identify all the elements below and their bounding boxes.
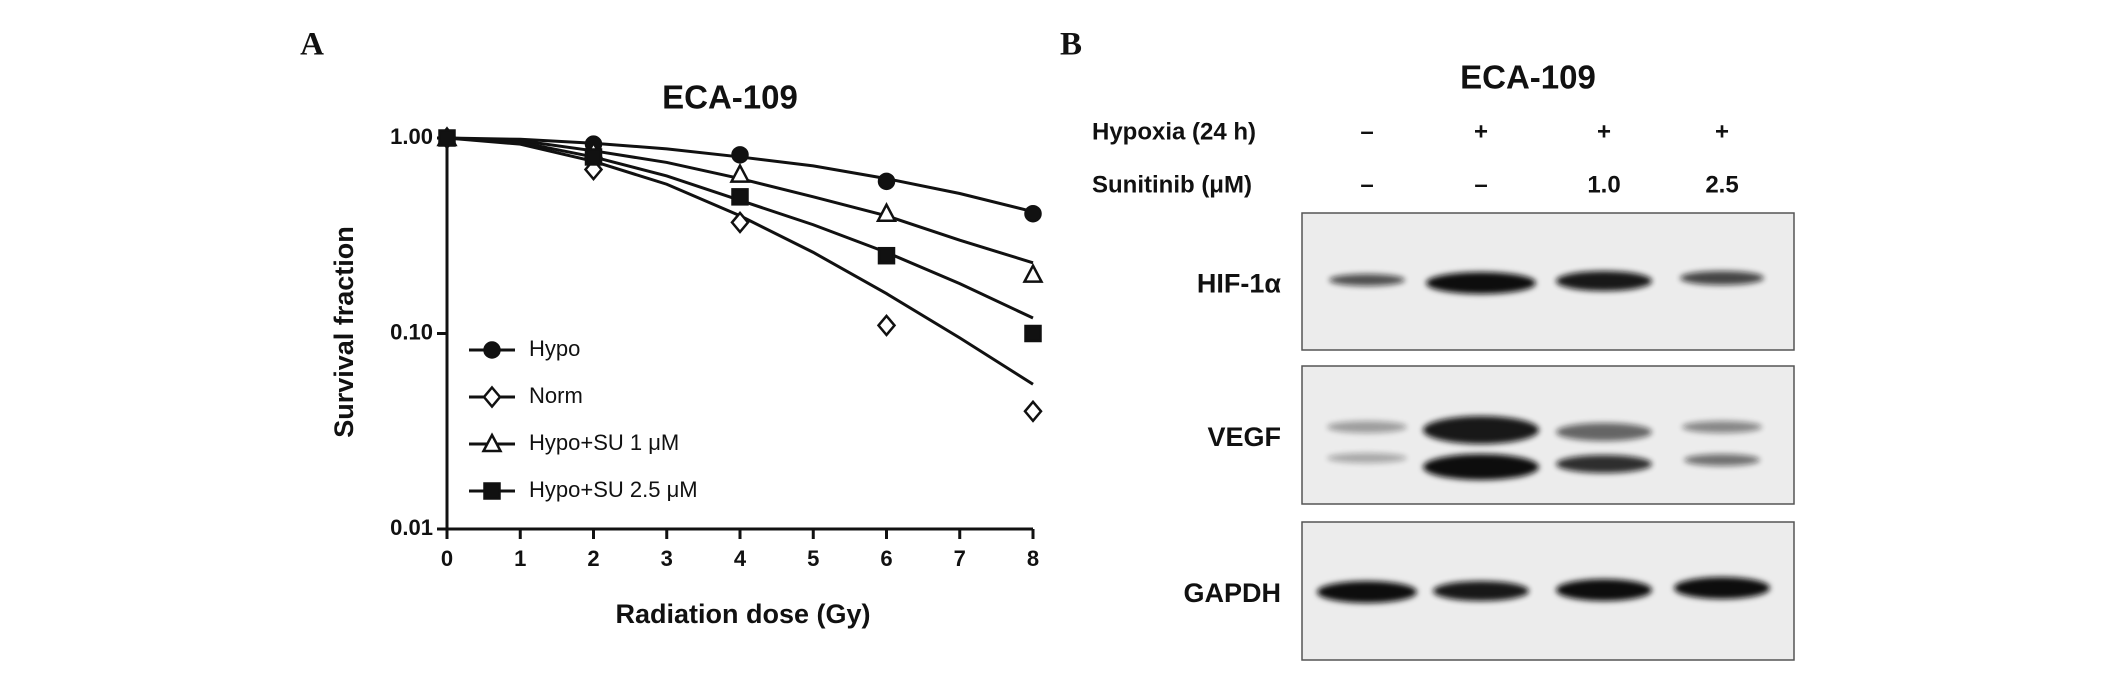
x-axis-label: Radiation dose (Gy) bbox=[615, 599, 870, 629]
x-tick-label: 5 bbox=[807, 546, 819, 571]
y-tick-label: 0.01 bbox=[390, 515, 433, 540]
y-tick-label: 1.00 bbox=[390, 124, 433, 149]
y-tick-label: 0.10 bbox=[390, 319, 433, 344]
panel-label: B bbox=[1060, 27, 1082, 63]
condition-label: Sunitinib (μM) bbox=[1092, 171, 1252, 198]
x-tick-label: 0 bbox=[441, 546, 453, 571]
marker bbox=[731, 146, 749, 164]
band bbox=[1682, 421, 1762, 433]
x-tick-label: 4 bbox=[734, 546, 747, 571]
lane-label: – bbox=[1474, 171, 1487, 198]
lane-label: + bbox=[1597, 118, 1611, 145]
chart-title: ECA-109 bbox=[662, 79, 798, 116]
band bbox=[1556, 579, 1652, 601]
band bbox=[1329, 274, 1405, 286]
protein-label: GAPDH bbox=[1183, 578, 1281, 608]
x-tick-label: 2 bbox=[587, 546, 599, 571]
legend-label: Hypo bbox=[529, 336, 580, 361]
marker bbox=[875, 202, 898, 222]
blot-panel bbox=[1301, 365, 1795, 505]
marker bbox=[438, 129, 456, 147]
legend-marker bbox=[483, 341, 501, 359]
lane-label: + bbox=[1474, 118, 1488, 145]
band bbox=[1327, 421, 1407, 433]
lane-label: – bbox=[1360, 118, 1373, 145]
marker bbox=[876, 313, 897, 337]
band bbox=[1556, 271, 1652, 291]
marker bbox=[1022, 262, 1044, 283]
lane-label: + bbox=[1715, 118, 1729, 145]
protein-label: HIF-1α bbox=[1197, 269, 1282, 299]
x-tick-label: 6 bbox=[880, 546, 892, 571]
legend-label: Norm bbox=[529, 383, 583, 408]
band bbox=[1556, 423, 1652, 441]
band bbox=[1426, 272, 1536, 294]
condition-label: Hypoxia (24 h) bbox=[1092, 118, 1256, 145]
marker bbox=[1024, 324, 1042, 343]
band bbox=[1423, 454, 1539, 480]
lane-label: 2.5 bbox=[1705, 171, 1738, 198]
band bbox=[1556, 455, 1652, 473]
x-tick-label: 3 bbox=[661, 546, 673, 571]
legend-marker bbox=[482, 385, 502, 409]
lane-label: 1.0 bbox=[1587, 171, 1620, 198]
marker bbox=[730, 210, 750, 234]
band bbox=[1423, 416, 1539, 444]
marker bbox=[731, 188, 749, 206]
marker bbox=[729, 162, 751, 183]
y-axis-label: Survival fraction bbox=[329, 226, 359, 438]
band bbox=[1680, 271, 1764, 285]
x-tick-label: 7 bbox=[954, 546, 966, 571]
band bbox=[1674, 577, 1770, 599]
lane-label: – bbox=[1360, 171, 1373, 198]
panel-label: A bbox=[300, 27, 324, 63]
legend-label: Hypo+SU 2.5 μM bbox=[529, 477, 698, 502]
marker bbox=[1024, 204, 1042, 223]
marker bbox=[584, 148, 603, 166]
marker bbox=[877, 172, 896, 191]
marker bbox=[1023, 399, 1043, 423]
band bbox=[1433, 581, 1529, 601]
legend-label: Hypo+SU 1 μM bbox=[529, 430, 679, 455]
x-tick-label: 1 bbox=[514, 546, 526, 571]
blot-title: ECA-109 bbox=[1460, 59, 1596, 96]
band bbox=[1317, 581, 1417, 603]
band bbox=[1684, 454, 1760, 466]
band bbox=[1327, 453, 1407, 463]
legend-marker bbox=[483, 482, 501, 500]
x-tick-label: 8 bbox=[1027, 546, 1039, 571]
legend-marker bbox=[481, 432, 503, 453]
marker bbox=[877, 246, 896, 265]
protein-label: VEGF bbox=[1207, 422, 1281, 452]
